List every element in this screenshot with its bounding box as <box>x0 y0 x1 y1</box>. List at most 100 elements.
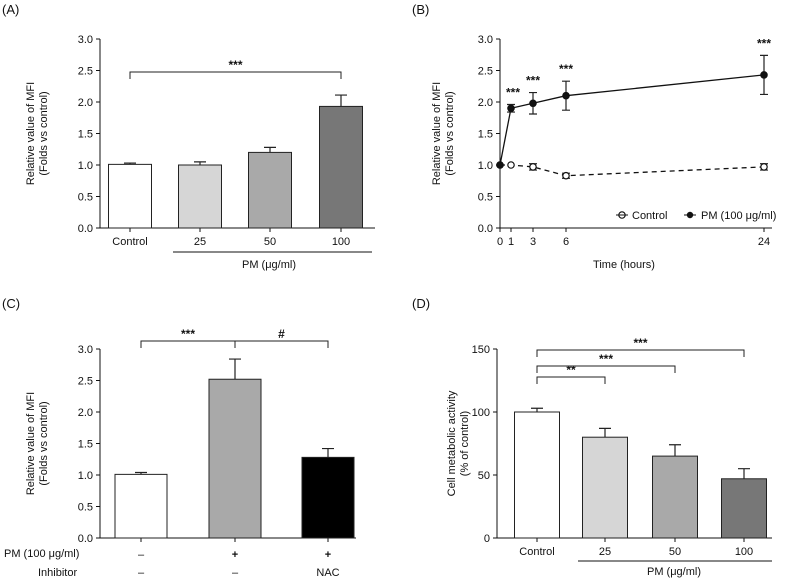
panel-a-letter: (A) <box>2 2 19 17</box>
panel-d-ylabel: Cell metabolic activity (% of control) <box>446 390 471 496</box>
panel-c-y-tick-label: 2.0 <box>78 407 93 419</box>
legend-pm-label: PM (100 μg/ml) <box>701 210 776 222</box>
panel-c-error-bar <box>322 447 334 458</box>
panel-d-x-tick-label: 50 <box>669 546 681 558</box>
panel-d-sig-label: *** <box>599 352 613 366</box>
panel-d-letter: (D) <box>412 296 430 311</box>
panel-c-inhibitor-cell: – <box>232 567 239 579</box>
panel-c-letter: (C) <box>2 296 20 311</box>
panel-a-error-bar <box>194 161 206 165</box>
panel-a-x-tick-label: 50 <box>264 236 276 248</box>
panel-b-y-tick-label: 1.0 <box>478 160 493 172</box>
panel-b-x-tick-label: 24 <box>758 236 770 248</box>
panel-c-error-bar <box>229 358 241 380</box>
panel-b-y-tick-label: 0.5 <box>478 192 493 204</box>
panel-d-y-tick-label: 150 <box>472 344 490 356</box>
panel-a-error-bar <box>264 146 276 153</box>
panel-a-y-tick-label: 3.0 <box>78 34 93 46</box>
panel-d-error-bar <box>531 407 543 412</box>
panel-b-y-tick-label: 2.5 <box>478 66 493 78</box>
panel-b-sig-label: *** <box>559 62 573 76</box>
panel-c-y-tick-label: 1.5 <box>78 439 93 451</box>
panel-b-y-tick-label: 3.0 <box>478 34 493 46</box>
panel-c-row-pm-label: PM (100 μg/ml) <box>4 548 79 560</box>
panel-a-error-bar <box>124 162 136 165</box>
panel-c-y-tick-label: 2.5 <box>78 376 93 388</box>
panel-b-pm-point <box>496 161 504 169</box>
panel-b-control-point <box>562 171 570 180</box>
panel-b-legend: Control PM (100 μg/ml) <box>616 210 776 222</box>
panel-d-x-tick-label: 100 <box>735 546 753 558</box>
panel-b-x-tick-label: 3 <box>530 236 536 248</box>
panel-d-ylabel-line2: (% of control) <box>459 411 471 476</box>
panel-d-error-bar <box>669 444 681 457</box>
panel-c-pm-cell: + <box>325 549 331 561</box>
panel-c-ylabel-line1: Relative value of MFI <box>25 392 37 495</box>
panel-a-bar <box>319 105 363 229</box>
panel-b-x-tick-label: 6 <box>563 236 569 248</box>
panel-c-sig-label: *** <box>181 327 195 341</box>
panel-a-y-tick-label: 2.0 <box>78 97 93 109</box>
panel-b-control-line <box>500 164 765 177</box>
panel-b-sig-label: *** <box>506 86 520 100</box>
panel-c-sig-bracket <box>140 340 236 348</box>
panel-c-bar <box>208 378 262 539</box>
panel-c-ylabel: Relative value of MFI (Folds vs control) <box>25 392 50 495</box>
panel-d: (D) Cell metabolic activity (% of control… <box>412 296 772 578</box>
panel-b-pm-point <box>529 99 537 108</box>
panel-c-error-bar <box>135 471 147 475</box>
panel-b-control-point <box>529 163 537 171</box>
panel-b-pm-point <box>507 104 515 113</box>
panel-a-y-tick-label: 2.5 <box>78 66 93 78</box>
panel-a-y-tick-label: 1.5 <box>78 129 93 141</box>
panel-b-control-point <box>760 163 768 171</box>
panel-a-error-bar <box>335 94 347 107</box>
panel-b-y-tick-label: 2.0 <box>478 97 493 109</box>
panel-a-ylabel: Relative value of MFI (Folds vs control) <box>25 82 50 185</box>
panel-d-error-bar <box>738 468 750 479</box>
panel-a-x-tick-label: 25 <box>194 236 206 248</box>
panel-a-y-tick-label: 0.0 <box>78 223 93 235</box>
panel-c-pm-cell: – <box>138 549 145 561</box>
panel-c-inhibitor-cell: – <box>138 567 145 579</box>
panel-d-ylabel-line1: Cell metabolic activity <box>446 390 458 496</box>
panel-a-bar <box>248 151 292 229</box>
panel-b-sig-label: *** <box>526 74 540 88</box>
panel-c-y-tick-label: 0.5 <box>78 502 93 514</box>
panel-d-bar <box>514 411 560 539</box>
panel-a-x-tick-label: 100 <box>332 236 350 248</box>
panel-c-sig-label: # <box>278 327 285 341</box>
panel-a-sig-label: *** <box>228 58 242 72</box>
legend-control-label: Control <box>632 210 667 222</box>
panel-d-y-tick-label: 50 <box>478 470 490 482</box>
panel-a-bar <box>108 163 152 229</box>
panel-c-bar <box>114 473 168 539</box>
panel-d-bar <box>582 436 628 539</box>
panel-d-sig-label: *** <box>633 336 647 350</box>
panel-b-ylabel: Relative value of MFI (Folds vs control) <box>431 82 456 185</box>
panel-b-control-point <box>507 161 515 169</box>
panel-c-bar <box>301 456 355 539</box>
panel-b-pm-point <box>562 91 570 100</box>
panel-b-x-tick-label: 1 <box>508 236 514 248</box>
panel-b-pm-point <box>760 71 768 79</box>
panel-c-sig-bracket <box>234 340 329 348</box>
panel-d-bar <box>652 455 698 539</box>
panel-a: (A) Relative value of MFI (Folds vs contr… <box>2 2 375 271</box>
panel-b-y-tick-label: 0.0 <box>478 223 493 235</box>
panel-d-error-bar <box>599 427 611 438</box>
panel-d-x-tick-label: 25 <box>599 546 611 558</box>
panel-a-ylabel-line2: (Folds vs control) <box>38 91 50 175</box>
panel-a-group-label: PM (μg/ml) <box>242 259 296 271</box>
panel-d-sig-bracket <box>536 376 606 384</box>
panel-d-y-tick-label: 0 <box>484 533 490 545</box>
panel-b-letter: (B) <box>412 2 429 17</box>
panel-a-x-tick-label: Control <box>112 236 147 248</box>
panel-c: (C) Relative value of MFI (Folds vs contr… <box>2 296 356 579</box>
panel-a-y-tick-label: 0.5 <box>78 192 93 204</box>
panel-d-x-tick-label: Control <box>519 546 554 558</box>
panel-b-ylabel-line1: Relative value of MFI <box>431 82 443 185</box>
panel-d-y-tick-label: 100 <box>472 407 490 419</box>
panel-a-bar <box>178 164 222 229</box>
